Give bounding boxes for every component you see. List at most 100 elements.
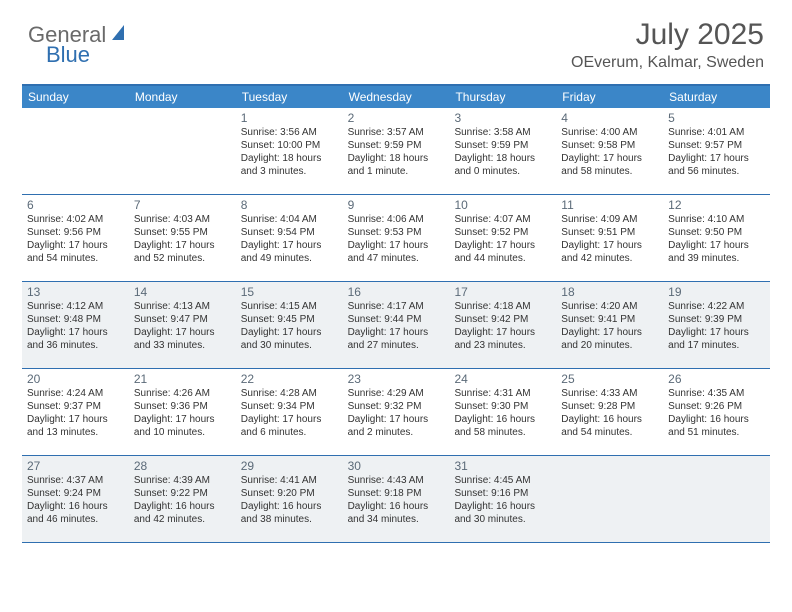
day-daylight: Daylight: 18 hours and 1 minute. [348,153,445,179]
day-cell: 30Sunrise: 4:43 AMSunset: 9:18 PMDayligh… [343,456,450,542]
day-sunrise: Sunrise: 4:18 AM [454,301,551,314]
day-sunrise: Sunrise: 4:00 AM [561,127,658,140]
day-sunrise: Sunrise: 4:26 AM [134,388,231,401]
day-cell: 11Sunrise: 4:09 AMSunset: 9:51 PMDayligh… [556,195,663,281]
month-title: July 2025 [571,18,764,52]
day-sunrise: Sunrise: 3:57 AM [348,127,445,140]
day-daylight: Daylight: 16 hours and 58 minutes. [454,414,551,440]
week-row: 27Sunrise: 4:37 AMSunset: 9:24 PMDayligh… [22,456,770,543]
day-sunset: Sunset: 9:32 PM [348,401,445,414]
week-row: 20Sunrise: 4:24 AMSunset: 9:37 PMDayligh… [22,369,770,456]
day-number: 31 [454,459,551,474]
day-sunrise: Sunrise: 4:24 AM [27,388,124,401]
day-number: 6 [27,198,124,213]
weekday-label: Thursday [449,86,556,108]
day-sunrise: Sunrise: 4:07 AM [454,214,551,227]
day-sunrise: Sunrise: 4:28 AM [241,388,338,401]
day-daylight: Daylight: 17 hours and 54 minutes. [27,240,124,266]
day-cell [663,456,770,542]
day-sunrise: Sunrise: 4:22 AM [668,301,765,314]
location-label: OEverum, Kalmar, Sweden [571,54,764,72]
weekday-label: Tuesday [236,86,343,108]
day-daylight: Daylight: 16 hours and 51 minutes. [668,414,765,440]
day-cell [129,108,236,194]
day-sunrise: Sunrise: 4:13 AM [134,301,231,314]
week-row: 1Sunrise: 3:56 AMSunset: 10:00 PMDayligh… [22,108,770,195]
day-cell: 7Sunrise: 4:03 AMSunset: 9:55 PMDaylight… [129,195,236,281]
day-sunset: Sunset: 9:54 PM [241,227,338,240]
day-number: 4 [561,111,658,126]
day-daylight: Daylight: 17 hours and 42 minutes. [561,240,658,266]
day-sunset: Sunset: 9:52 PM [454,227,551,240]
day-daylight: Daylight: 17 hours and 49 minutes. [241,240,338,266]
day-cell [556,456,663,542]
day-sunset: Sunset: 10:00 PM [241,140,338,153]
day-sunset: Sunset: 9:53 PM [348,227,445,240]
day-sunrise: Sunrise: 4:37 AM [27,475,124,488]
day-number: 17 [454,285,551,300]
weekday-label: Friday [556,86,663,108]
day-daylight: Daylight: 17 hours and 33 minutes. [134,327,231,353]
day-cell: 18Sunrise: 4:20 AMSunset: 9:41 PMDayligh… [556,282,663,368]
day-sunset: Sunset: 9:36 PM [134,401,231,414]
day-sunrise: Sunrise: 4:04 AM [241,214,338,227]
day-daylight: Daylight: 17 hours and 47 minutes. [348,240,445,266]
day-number: 22 [241,372,338,387]
day-daylight: Daylight: 16 hours and 34 minutes. [348,501,445,527]
day-daylight: Daylight: 17 hours and 6 minutes. [241,414,338,440]
day-sunset: Sunset: 9:50 PM [668,227,765,240]
day-sunset: Sunset: 9:59 PM [454,140,551,153]
day-sunset: Sunset: 9:47 PM [134,314,231,327]
weekday-label: Saturday [663,86,770,108]
day-daylight: Daylight: 18 hours and 3 minutes. [241,153,338,179]
brand-blue-wrap: Blue [46,42,90,68]
day-daylight: Daylight: 17 hours and 44 minutes. [454,240,551,266]
day-daylight: Daylight: 17 hours and 58 minutes. [561,153,658,179]
day-number: 24 [454,372,551,387]
day-cell: 14Sunrise: 4:13 AMSunset: 9:47 PMDayligh… [129,282,236,368]
day-cell: 28Sunrise: 4:39 AMSunset: 9:22 PMDayligh… [129,456,236,542]
day-cell: 27Sunrise: 4:37 AMSunset: 9:24 PMDayligh… [22,456,129,542]
day-cell: 2Sunrise: 3:57 AMSunset: 9:59 PMDaylight… [343,108,450,194]
day-daylight: Daylight: 17 hours and 23 minutes. [454,327,551,353]
day-cell: 4Sunrise: 4:00 AMSunset: 9:58 PMDaylight… [556,108,663,194]
day-sunset: Sunset: 9:57 PM [668,140,765,153]
day-cell: 22Sunrise: 4:28 AMSunset: 9:34 PMDayligh… [236,369,343,455]
day-number: 5 [668,111,765,126]
day-sunrise: Sunrise: 4:20 AM [561,301,658,314]
day-daylight: Daylight: 16 hours and 54 minutes. [561,414,658,440]
day-number: 7 [134,198,231,213]
day-cell: 26Sunrise: 4:35 AMSunset: 9:26 PMDayligh… [663,369,770,455]
day-cell: 25Sunrise: 4:33 AMSunset: 9:28 PMDayligh… [556,369,663,455]
weekday-label: Wednesday [343,86,450,108]
day-sunset: Sunset: 9:34 PM [241,401,338,414]
day-number: 1 [241,111,338,126]
day-sunset: Sunset: 9:44 PM [348,314,445,327]
day-cell: 21Sunrise: 4:26 AMSunset: 9:36 PMDayligh… [129,369,236,455]
day-number: 14 [134,285,231,300]
day-cell: 13Sunrise: 4:12 AMSunset: 9:48 PMDayligh… [22,282,129,368]
day-sunset: Sunset: 9:51 PM [561,227,658,240]
day-number: 28 [134,459,231,474]
day-cell: 17Sunrise: 4:18 AMSunset: 9:42 PMDayligh… [449,282,556,368]
day-sunset: Sunset: 9:39 PM [668,314,765,327]
day-sunset: Sunset: 9:30 PM [454,401,551,414]
day-sunset: Sunset: 9:42 PM [454,314,551,327]
day-cell: 16Sunrise: 4:17 AMSunset: 9:44 PMDayligh… [343,282,450,368]
day-cell: 15Sunrise: 4:15 AMSunset: 9:45 PMDayligh… [236,282,343,368]
day-sunrise: Sunrise: 4:09 AM [561,214,658,227]
day-daylight: Daylight: 16 hours and 30 minutes. [454,501,551,527]
weekday-label: Monday [129,86,236,108]
day-daylight: Daylight: 17 hours and 36 minutes. [27,327,124,353]
day-number: 20 [27,372,124,387]
day-daylight: Daylight: 16 hours and 46 minutes. [27,501,124,527]
day-number: 2 [348,111,445,126]
day-sunrise: Sunrise: 4:35 AM [668,388,765,401]
day-cell: 20Sunrise: 4:24 AMSunset: 9:37 PMDayligh… [22,369,129,455]
calendar: SundayMondayTuesdayWednesdayThursdayFrid… [22,84,770,543]
day-sunrise: Sunrise: 3:56 AM [241,127,338,140]
day-sunrise: Sunrise: 4:02 AM [27,214,124,227]
week-row: 13Sunrise: 4:12 AMSunset: 9:48 PMDayligh… [22,282,770,369]
day-cell: 5Sunrise: 4:01 AMSunset: 9:57 PMDaylight… [663,108,770,194]
day-daylight: Daylight: 17 hours and 56 minutes. [668,153,765,179]
